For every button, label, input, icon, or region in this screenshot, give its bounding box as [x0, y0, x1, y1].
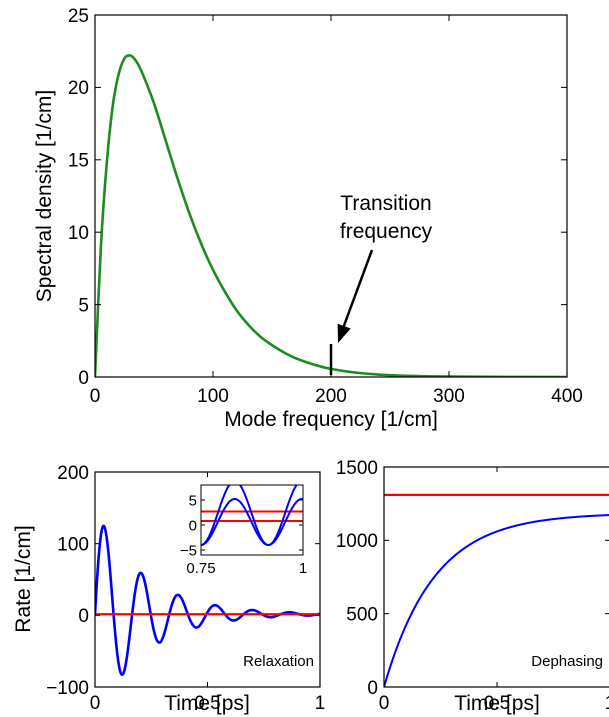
- inset-rate-curve: [201, 497, 303, 547]
- spectral-x-tick-label: 200: [315, 386, 347, 407]
- relaxation-y-tick-label: 0: [78, 606, 89, 627]
- dephasing-panel: 0 0.5 1 0 500 1000 1500 Dephasing Time [ps]: [336, 458, 609, 715]
- annotation-line-2: frequency: [340, 220, 433, 243]
- dephasing-y-tick-label: 1500: [336, 458, 378, 479]
- spectral-x-axis-label: Mode frequency [1/cm]: [224, 408, 438, 431]
- relaxation-inset: 0.75 1 −5 0 5: [180, 484, 307, 577]
- arrow-shaft: [340, 249, 374, 332]
- relaxation-y-tick-label: −100: [46, 678, 89, 699]
- inset-y-tick-label: 0: [189, 517, 197, 534]
- spectral-y-tick-label: 0: [78, 368, 89, 389]
- dephasing-y-tick-label: 0: [367, 678, 378, 699]
- inset-y-tick-label: 5: [189, 492, 197, 509]
- inset-axes-frame: [200, 484, 304, 556]
- relaxation-x-tick-label: 1: [315, 693, 326, 714]
- inset-y-tick-label: −5: [180, 542, 197, 559]
- spectral-y-tick-label: 25: [68, 6, 89, 27]
- spectral-y-axis-label: Spectral density [1/cm]: [33, 90, 56, 302]
- inset-x-tick-label: 0.75: [186, 560, 215, 577]
- inset-x-tick-label: 1: [299, 560, 307, 577]
- dephasing-y-tick-label: 1000: [336, 531, 378, 552]
- spectral-y-tick-label: 15: [68, 151, 89, 172]
- spectral-x-tick-label: 0: [90, 386, 101, 407]
- spectral-y-tick-label: 5: [78, 295, 89, 316]
- dephasing-x-tick-label: 0.5: [484, 693, 510, 714]
- annotation-line-1: Transition: [340, 192, 431, 215]
- relaxation-x-tick-label: 0: [90, 693, 101, 714]
- relaxation-x-tick-label: 0.5: [194, 693, 220, 714]
- relaxation-y-tick-label: 200: [57, 463, 89, 484]
- relaxation-y-tick-label: 100: [57, 535, 89, 556]
- relaxation-y-axis-label: Rate [1/cm]: [12, 525, 35, 632]
- annotation-arrow: [329, 249, 374, 375]
- inset-rate-curve: [201, 485, 298, 547]
- arrow-head: [337, 323, 351, 343]
- spectral-x-tick-label: 100: [197, 386, 229, 407]
- spectral-density-curve: [95, 54, 567, 377]
- spectral-density-panel: 0 100 200 300 400 0 5 10 15 20 25 Mode frequency […: [33, 6, 583, 431]
- dephasing-panel-label: Dephasing: [531, 653, 603, 670]
- dephasing-x-tick-label: 0: [379, 693, 390, 714]
- relaxation-panel-label: Relaxation: [243, 653, 314, 670]
- dephasing-x-axis-label: Time [ps]: [454, 692, 540, 715]
- dephasing-rate-curve: [384, 514, 609, 687]
- relaxation-x-axis-label: Time [ps]: [164, 692, 250, 715]
- spectral-axes-frame: [94, 14, 568, 378]
- spectral-y-tick-label: 10: [68, 223, 89, 244]
- spectral-x-tick-label: 400: [551, 386, 583, 407]
- spectral-y-tick-label: 20: [68, 78, 89, 99]
- dephasing-x-tick-label: 1: [605, 693, 609, 714]
- spectral-x-tick-label: 300: [433, 386, 465, 407]
- dephasing-y-tick-label: 500: [346, 605, 378, 626]
